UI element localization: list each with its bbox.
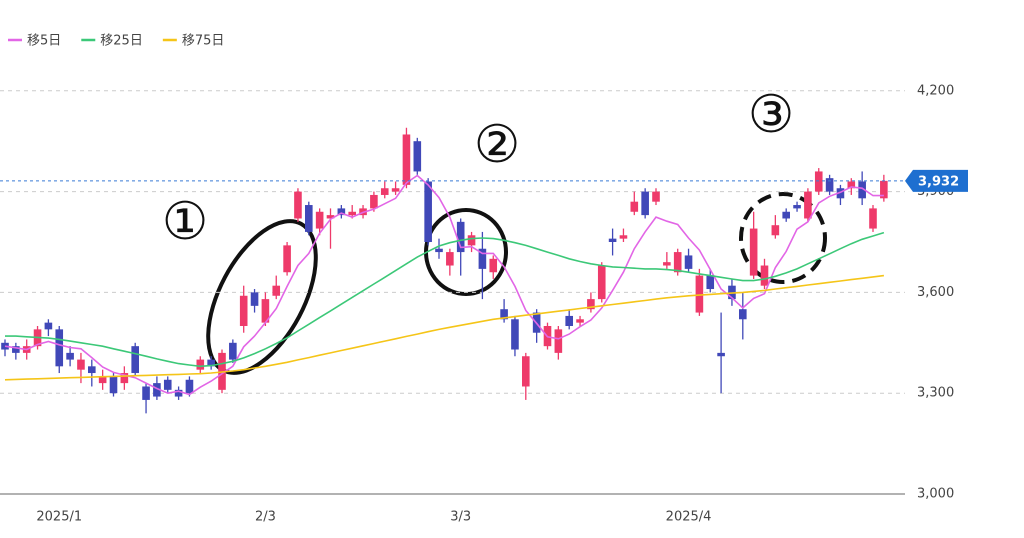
candle-body <box>142 386 150 400</box>
candle-body <box>869 208 877 229</box>
candle-body <box>456 221 465 253</box>
candle-body <box>630 201 639 212</box>
highlight-dashed-circle <box>739 192 827 284</box>
candle-body <box>695 275 704 313</box>
candle-body <box>804 191 812 219</box>
candle-body <box>131 346 139 374</box>
current-price-tag <box>905 169 968 192</box>
candle-body <box>684 255 693 269</box>
candle-body <box>163 379 172 390</box>
y-tick-label: 3,000 <box>917 487 954 502</box>
ma-line <box>5 231 885 368</box>
candle-body <box>467 235 476 246</box>
candle-body <box>576 319 584 323</box>
candle-body <box>793 205 801 209</box>
candle-body <box>326 215 335 219</box>
candle-body <box>261 299 270 323</box>
candle-body <box>717 352 725 357</box>
candle-body <box>749 228 758 276</box>
y-tick-label: 3,300 <box>917 386 954 401</box>
candle-body <box>185 379 194 394</box>
candle-body <box>402 134 411 185</box>
candle-body <box>880 180 888 199</box>
candle-body <box>380 188 389 195</box>
candle-body <box>109 376 118 394</box>
candle-body <box>435 248 443 253</box>
candle-body <box>12 346 20 353</box>
candle-body <box>66 352 74 360</box>
candle-body <box>391 188 400 192</box>
candle-body <box>836 188 845 199</box>
legend-label: 移25日 <box>100 34 143 49</box>
candle-body <box>174 389 183 397</box>
candle-body <box>196 359 205 370</box>
candle-body <box>511 319 519 350</box>
candle-body <box>554 329 563 353</box>
candle-body <box>641 191 649 216</box>
candle-body <box>652 191 660 202</box>
candle-body <box>597 265 606 300</box>
candle-body <box>814 171 823 192</box>
candle-body <box>305 205 313 232</box>
y-tick-label: 4,200 <box>917 83 954 98</box>
candle-body <box>348 211 356 216</box>
candle-body <box>337 208 346 216</box>
candle-body <box>739 309 747 320</box>
annotation: ② <box>474 115 521 175</box>
candle-body <box>98 376 107 384</box>
candle-body <box>619 235 628 239</box>
candle-body <box>522 356 530 387</box>
candle-body <box>153 383 161 397</box>
candle-body <box>608 238 617 242</box>
candle-body <box>847 181 856 189</box>
candle-body <box>825 178 834 192</box>
candle-body <box>706 275 715 290</box>
candle-body <box>565 315 573 326</box>
candle-body <box>77 359 85 370</box>
x-tick-label: 2025/4 <box>666 510 712 525</box>
candle-body <box>673 252 682 273</box>
y-tick-label: 3,600 <box>917 285 954 300</box>
x-tick-label: 2025/1 <box>36 510 82 525</box>
candle-body <box>771 225 780 236</box>
ma-line <box>4 174 884 396</box>
annotation: ③ <box>748 85 795 145</box>
x-tick-label: 3/3 <box>450 510 471 525</box>
candle-body <box>413 141 422 172</box>
candle-body <box>88 366 96 374</box>
candle-body <box>782 211 790 219</box>
current-price-label: 3,932 <box>918 174 959 189</box>
candle-body <box>55 329 64 367</box>
candle-body <box>250 292 259 306</box>
x-tick-label: 2/3 <box>255 510 276 525</box>
candle-body <box>272 285 281 296</box>
candle-body <box>229 342 237 360</box>
candle-body <box>446 252 454 266</box>
candle-body <box>760 265 769 286</box>
candle-body <box>858 181 866 199</box>
candle-body <box>283 245 291 273</box>
candle-body <box>424 181 432 242</box>
candle-body <box>489 258 498 273</box>
candle-body <box>239 295 248 326</box>
candle-body <box>1 342 9 350</box>
legend-label: 移75日 <box>182 34 225 49</box>
candle-body <box>207 359 215 367</box>
candle-body <box>370 194 378 209</box>
candle-body <box>663 262 671 266</box>
candle-body <box>44 322 53 330</box>
candle-body <box>294 191 302 219</box>
legend-label: 移5日 <box>27 34 61 49</box>
annotation: ① <box>162 192 209 252</box>
candle-body <box>478 248 487 269</box>
candle-body <box>315 211 324 229</box>
ma-line <box>4 274 884 381</box>
candle-body <box>587 299 595 310</box>
candle-body <box>500 309 508 320</box>
candle-body <box>120 373 129 384</box>
